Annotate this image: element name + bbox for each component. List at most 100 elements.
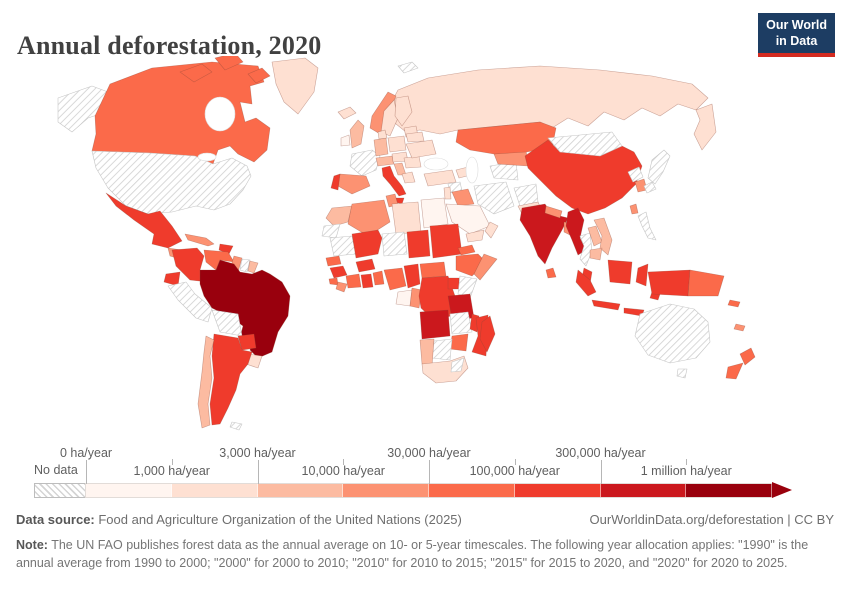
country-ghana[interactable] (360, 273, 374, 289)
country-somalia[interactable] (473, 253, 498, 281)
legend-segment-0[interactable] (86, 484, 172, 497)
country-russia-far-east[interactable] (693, 103, 717, 151)
country-japan[interactable] (647, 149, 671, 185)
country-canada-arctic[interactable] (214, 56, 244, 71)
country-germany[interactable] (373, 137, 389, 157)
country-nepal[interactable] (544, 205, 563, 219)
country-mexico[interactable] (105, 192, 183, 249)
country-congo[interactable] (409, 287, 423, 309)
country-south-africa-nodata-patch[interactable] (450, 357, 465, 373)
legend-segment-3[interactable] (343, 484, 429, 497)
country-chad[interactable] (406, 229, 431, 259)
country-indonesia-borneo[interactable] (607, 259, 633, 285)
country-madagascar[interactable] (479, 315, 496, 353)
country-suriname[interactable] (239, 258, 251, 273)
country-argentina[interactable] (209, 333, 253, 426)
country-denmark[interactable] (377, 129, 388, 140)
country-sri-lanka[interactable] (545, 267, 557, 279)
legend-segment-6[interactable] (600, 484, 687, 497)
country-finland[interactable] (394, 95, 413, 127)
legend-segment-2[interactable] (257, 484, 344, 497)
country-falkland-islands[interactable] (229, 421, 243, 431)
country-united-kingdom[interactable] (349, 119, 365, 149)
country-turkey[interactable] (423, 169, 457, 187)
country-bolivia[interactable] (211, 309, 243, 337)
country-switzerland-austria[interactable] (375, 155, 395, 167)
country-taiwan[interactable] (629, 203, 639, 215)
country-levant[interactable] (443, 186, 452, 200)
country-chile[interactable] (197, 335, 215, 429)
legend-no-data-swatch[interactable] (34, 483, 92, 498)
country-gabon[interactable] (395, 289, 413, 307)
country-myanmar[interactable] (565, 207, 587, 256)
country-paraguay[interactable] (237, 333, 257, 351)
country-yemen[interactable] (465, 229, 485, 243)
country-egypt[interactable] (420, 197, 449, 229)
country-cameroon[interactable] (403, 263, 421, 289)
country-united-states[interactable] (91, 150, 252, 215)
country-new-zealand-north[interactable] (739, 347, 756, 366)
country-svalbard[interactable] (397, 61, 419, 74)
legend-segment-7[interactable] (686, 484, 772, 497)
country-canada[interactable] (91, 61, 271, 165)
country-peru[interactable] (167, 281, 213, 323)
country-north-korea[interactable] (627, 166, 644, 183)
country-solomon-islands[interactable] (727, 299, 741, 308)
country-zimbabwe[interactable] (449, 333, 469, 352)
country-indonesia-sumatra[interactable] (575, 269, 597, 297)
country-spain[interactable] (337, 173, 371, 195)
country-russia[interactable] (385, 65, 709, 135)
country-namibia[interactable] (419, 338, 435, 367)
country-sweden[interactable] (380, 99, 399, 137)
country-italy[interactable] (381, 165, 407, 197)
country-eritrea[interactable] (457, 244, 476, 256)
country-indonesia-java[interactable] (591, 299, 621, 311)
legend-segment-1[interactable] (171, 484, 258, 497)
country-guinea[interactable] (329, 265, 348, 279)
country-poland[interactable] (387, 135, 407, 153)
country-senegal[interactable] (325, 255, 342, 267)
country-botswana[interactable] (431, 338, 453, 361)
country-cote-divoire[interactable] (345, 273, 362, 289)
country-libya[interactable] (391, 201, 422, 235)
country-burkina-faso[interactable] (355, 258, 376, 273)
country-angola[interactable] (419, 309, 451, 340)
country-indonesia-papua[interactable] (647, 269, 691, 297)
country-cambodia[interactable] (589, 247, 603, 261)
country-sierra-leone[interactable] (328, 277, 339, 286)
country-nigeria[interactable] (383, 267, 407, 291)
country-uganda[interactable] (447, 277, 460, 290)
country-mongolia[interactable] (547, 131, 623, 157)
country-japan-south[interactable] (643, 181, 657, 194)
country-central-african-republic[interactable] (419, 261, 447, 279)
country-ukraine[interactable] (405, 139, 437, 159)
country-belarus[interactable] (405, 131, 425, 143)
country-iraq[interactable] (451, 188, 475, 207)
country-western-balkans[interactable] (393, 162, 407, 176)
country-saudi-arabia[interactable] (445, 203, 491, 235)
country-niger[interactable] (381, 231, 408, 257)
country-france[interactable] (349, 149, 381, 177)
country-australia[interactable] (634, 303, 711, 364)
legend-segment-5[interactable] (514, 484, 601, 497)
country-morocco[interactable] (325, 205, 353, 227)
country-togo-benin[interactable] (372, 270, 385, 286)
country-vietnam[interactable] (593, 217, 613, 256)
country-greenland[interactable] (271, 57, 319, 115)
country-sudan[interactable] (429, 223, 463, 259)
country-mali[interactable] (351, 229, 383, 259)
country-iceland[interactable] (337, 106, 357, 120)
owid-logo[interactable]: Our World in Data (758, 13, 835, 58)
country-tasmania[interactable] (676, 368, 688, 379)
country-new-caledonia[interactable] (733, 323, 746, 332)
country-kazakhstan[interactable] (455, 121, 557, 155)
country-canada-arctic[interactable] (179, 63, 213, 83)
country-liberia[interactable] (335, 281, 348, 293)
country-new-zealand-south[interactable] (725, 362, 744, 380)
country-algeria[interactable] (347, 199, 391, 237)
legend-segment-4[interactable] (429, 484, 515, 497)
country-philippines[interactable] (637, 211, 657, 241)
country-mauritania[interactable] (329, 235, 357, 257)
country-iran[interactable] (473, 181, 515, 215)
country-cuba[interactable] (184, 233, 215, 247)
